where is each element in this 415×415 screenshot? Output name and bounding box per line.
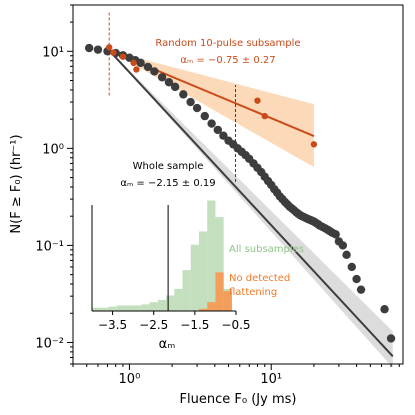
data-point-whole-sample [157,73,167,82]
histogram-bar-no-flattening [207,302,216,311]
annotation-text: αₘ = −2.15 ± 0.19 [120,178,215,189]
histogram-bar-all [166,295,175,311]
data-point-random-10-pulse-subsample [254,97,261,104]
histogram-bar-all [124,305,134,311]
data-point-whole-sample [380,305,389,314]
y-tick-label: 10¹ [42,45,64,60]
data-point-whole-sample [164,78,174,87]
data-point-whole-sample [179,90,188,99]
data-point-whole-sample [352,274,361,284]
inset-legend-label: All subsamples [229,244,304,255]
data-point-whole-sample [213,125,222,135]
data-point-whole-sample [186,97,195,107]
histogram-bar-no-flattening [198,308,208,311]
histogram-bar-all [207,200,216,311]
inset-x-tick-label: −0.5 [221,318,250,332]
data-point-whole-sample [136,58,145,68]
main-plot: 10⁰ 10¹ 10⁻² 10⁻¹ 10⁰ 10¹ Fluence F₀ (Jy ms) N(… [9,4,404,407]
histogram-bar-all [100,307,109,311]
data-point-random-10-pulse-subsample [110,49,117,56]
data-point-whole-sample [331,230,340,239]
data-point-whole-sample [200,111,209,121]
x-tick-label: 10⁰ [119,372,141,387]
inset-x-axis-label: αₘ [159,337,176,352]
data-point-random-10-pulse-subsample [133,66,140,73]
y-tick-label: 10⁰ [42,142,64,157]
annotation-text: Whole sample [133,161,204,172]
data-point-random-10-pulse-subsample [261,112,268,120]
histogram-bar-all [141,304,150,311]
y-tick-label: 10⁻² [35,336,64,351]
inset-x-tick-label: −1.5 [180,318,209,332]
histogram-bar-all [149,302,158,311]
inset-legend-label: No detected [229,273,290,284]
data-point-whole-sample [93,45,103,54]
data-point-whole-sample [143,62,153,72]
histogram-bar-all [198,231,208,311]
histogram-bar-all [190,244,199,311]
data-point-whole-sample [338,241,348,250]
y-tick-label: 10⁻¹ [35,239,64,254]
data-point-random-10-pulse-subsample [130,59,137,67]
x-tick-label: 10¹ [260,372,282,387]
histogram-bar-no-flattening [223,291,232,311]
histogram-bar-no-flattening [215,272,224,311]
histogram-bar-all [92,307,101,311]
inset-x-tick-label: −2.5 [139,318,168,332]
histogram-bar-all [108,306,117,311]
histogram-bar-all [133,305,142,311]
inset-legend-label: flattening [229,287,277,298]
fit-band-1 [109,50,314,168]
histogram-bar-all [157,299,167,311]
data-point-random-10-pulse-subsample [119,53,127,60]
fit-band-0 [109,50,393,368]
inset-histogram: −3.5 −2.5 −1.5 −0.5 αₘ All subsamples No detec… [91,200,304,352]
data-point-whole-sample [342,250,351,260]
inset-x-tick-label: −3.5 [98,318,127,332]
data-point-whole-sample [170,82,180,92]
data-point-whole-sample [386,334,396,343]
annotation-text: αₘ = −0.75 ± 0.27 [180,55,275,66]
data-point-whole-sample [84,43,94,53]
y-axis-label: N(F ≥ F₀) (hr⁻¹) [9,134,24,233]
data-point-whole-sample [150,67,159,76]
histogram-bar-all [174,288,183,311]
histogram-bar-all [215,217,224,311]
data-point-whole-sample [356,285,366,294]
annotation-text: Random 10-pulse subsample [155,38,300,49]
data-point-random-10-pulse-subsample [310,141,318,148]
data-point-random-10-pulse-subsample [105,44,113,51]
histogram-bar-all [182,270,191,311]
histogram-bar-all [116,305,125,311]
fit-line-0 [108,49,394,357]
plot-frame [72,4,404,365]
data-point-whole-sample [207,119,216,128]
x-axis-label: Fluence F₀ (Jy ms) [180,392,297,407]
data-point-whole-sample [347,262,356,272]
data-point-whole-sample [192,103,202,113]
